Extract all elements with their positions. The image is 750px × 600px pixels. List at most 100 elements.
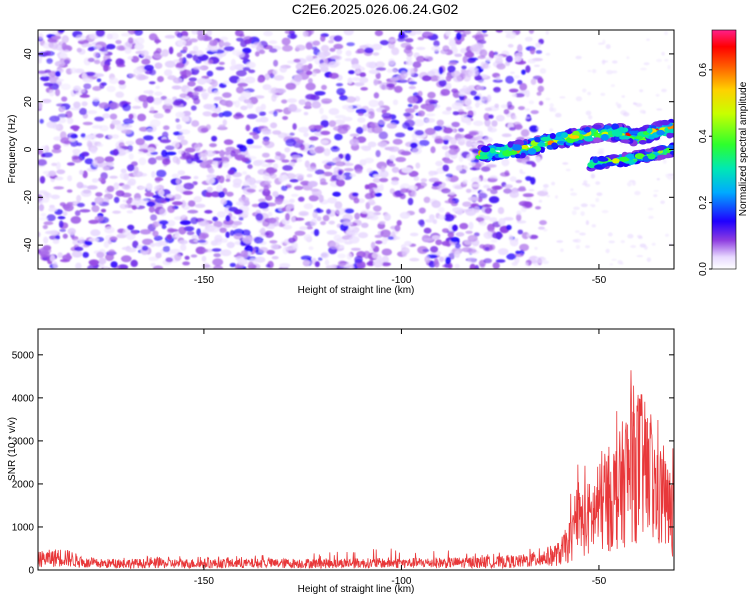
spectrogram-noise-blob: [123, 173, 130, 181]
spectrogram-noise-blob: [269, 173, 277, 179]
spectrogram-noise-blob: [334, 201, 343, 209]
spectrogram-noise-blob: [140, 50, 149, 57]
spectrogram-noise-blob: [170, 248, 181, 255]
spectrogram-noise-blob: [120, 255, 132, 263]
snr-frame: [37, 328, 675, 571]
spectrogram-noise-blob: [538, 100, 544, 106]
spectrogram-noise-blob: [357, 112, 364, 117]
colorbar-tick-label: 0.0: [698, 262, 709, 276]
spectrogram-noise-blob: [468, 221, 474, 230]
spectrogram-noise-blob: [442, 110, 452, 115]
spectrogram-noise-blob: [417, 219, 425, 226]
spectrogram-noise-blob: [195, 50, 204, 57]
spectrogram-noise-blob: [211, 248, 222, 252]
colorbar: 0.0 0.2 0.4 0.6 Normalized spectral amplitu…: [698, 29, 749, 276]
snr-x-tick-label: -100: [391, 576, 411, 587]
spectrogram-noise-blob: [320, 130, 331, 136]
spectrogram-noise-blob: [70, 67, 77, 74]
spectrogram-noise-blob: [551, 181, 555, 186]
spectrogram-noise-blob: [238, 217, 244, 221]
spectrogram-noise-blob: [333, 234, 342, 242]
spectrogram-noise-blob: [357, 117, 366, 123]
spectrogram-noise-blob: [92, 159, 98, 166]
spectrogram-noise-blob: [171, 85, 182, 90]
spectrogram-noise-blob: [91, 125, 103, 129]
spectrogram-noise-blob: [264, 159, 276, 163]
spectrogram-noise-blob: [575, 96, 583, 102]
spectrogram-signal-blob: [502, 150, 513, 157]
spectrogram-noise-blob: [328, 72, 339, 79]
spectrogram-noise-blob: [294, 173, 305, 179]
spectrogram-noise-blob: [375, 67, 387, 71]
spectrogram-noise-blob: [473, 95, 481, 101]
spectrogram-noise-blob: [159, 139, 171, 144]
spectrogram-noise-blob: [543, 228, 548, 232]
spectrogram-noise-blob: [451, 70, 461, 78]
spectrogram-noise-blob: [647, 207, 654, 211]
spectrogram-noise-blob: [257, 76, 264, 83]
spectrogram-noise-blob: [338, 170, 343, 176]
spectrogram-noise-blob: [381, 112, 392, 119]
spectrogram-noise-blob: [154, 91, 163, 96]
spectrogram-noise-blob: [530, 177, 536, 185]
spectrogram-noise-blob: [345, 50, 352, 57]
spectrogram-noise-blob: [529, 234, 539, 240]
spectrogram-noise-blob: [291, 241, 298, 249]
spectrogram-noise-blob: [314, 261, 320, 268]
spectrogram-noise-blob: [311, 46, 318, 50]
spectrogram-noise-blob: [263, 185, 269, 192]
spectrogram-noise-blob: [109, 175, 118, 179]
spectrogram-noise-blob: [317, 51, 328, 59]
spectrogram-noise-blob: [664, 31, 668, 35]
spectrogram-noise-blob: [441, 240, 452, 247]
spectrogram-noise-blob: [244, 76, 256, 84]
spectrogram-noise-blob: [98, 102, 110, 109]
spectrogram-noise-blob: [352, 77, 361, 82]
spectrogram-noise-blob: [508, 234, 513, 242]
spectrogram-noise-blob: [156, 169, 167, 178]
spectrogram-noise-blob: [160, 199, 168, 204]
spectrogram-noise-blob: [515, 179, 523, 184]
spectrogram-noise-blob: [186, 231, 195, 236]
spectrogram-noise-blob: [209, 143, 217, 148]
spectrogram-noise-blob: [184, 255, 190, 260]
spectrogram-noise-blob: [524, 108, 530, 112]
spectrogram-noise-blob: [465, 140, 473, 148]
spectrogram-noise-blob: [546, 194, 550, 198]
spectrogram-noise-blob: [175, 111, 185, 118]
spectrogram-noise-blob: [465, 230, 473, 234]
spectrogram-noise-blob: [190, 105, 197, 111]
spectrogram-noise-blob: [333, 43, 344, 50]
spectrogram-noise-blob: [373, 205, 382, 212]
spectrogram-noise-blob: [439, 256, 444, 263]
spectrogram-noise-blob: [272, 163, 279, 170]
spectrogram-noise-blob: [148, 256, 159, 261]
spectrogram-noise-blob: [211, 79, 218, 88]
spectrogram-noise-blob: [467, 234, 478, 242]
spectrogram-noise-blob: [444, 200, 456, 204]
spectrogram-noise-blob: [223, 139, 234, 145]
spectrogram-noise-blob: [60, 83, 71, 90]
spectrogram-noise-blob: [366, 261, 376, 267]
spectrogram-noise-blob: [247, 164, 253, 170]
spectrogram-noise-blob: [542, 188, 548, 193]
spectrogram-noise-blob: [264, 230, 274, 238]
spectrogram-noise-blob: [178, 239, 188, 245]
spectrogram-noise-blob: [303, 203, 314, 210]
spectrogram-noise-blob: [497, 207, 505, 215]
spectrogram-noise-blob: [364, 47, 374, 54]
spectrogram-signal-blob: [648, 135, 655, 140]
spectrogram-signal-blob: [638, 126, 647, 133]
spectrogram-noise-blob: [230, 58, 236, 67]
spectrogram-noise-blob: [81, 72, 88, 80]
colorbar-ticks: 0.0 0.2 0.4 0.6: [698, 62, 712, 276]
spectrogram-noise-blob: [65, 252, 71, 261]
spectrogram-noise-blob: [602, 39, 606, 45]
spectrogram-noise-blob: [353, 197, 360, 204]
spectrogram-noise-blob: [454, 243, 461, 249]
spectrogram-noise-blob: [320, 35, 326, 42]
spectrogram-noise-blob: [496, 76, 501, 81]
spectrogram-noise-blob: [448, 191, 456, 196]
spectrogram-signal-blob: [597, 157, 609, 162]
figure-title: C2E6.2025.026.06.24.G02: [292, 1, 459, 17]
